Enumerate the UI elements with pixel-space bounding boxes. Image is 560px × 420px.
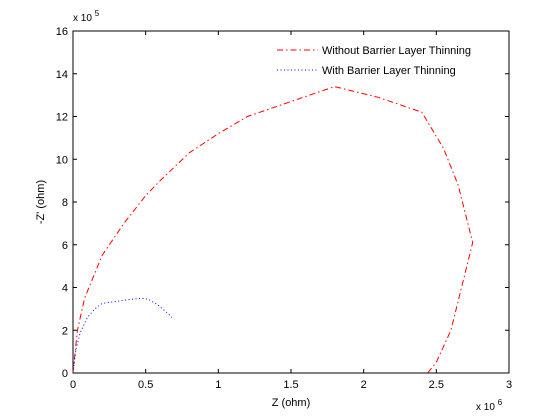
x-exponent-power: 6 (498, 398, 503, 407)
y-tick-label: 6 (62, 240, 68, 252)
y-axis-label: -Z' (ohm) (35, 180, 47, 224)
y-tick-label: 4 (62, 283, 68, 295)
x-axis-label: Z (ohm) (272, 397, 311, 409)
x-tick-label: 2 (361, 379, 367, 391)
y-tick-label: 0 (62, 368, 68, 380)
x-tick-label: 0 (70, 379, 76, 391)
y-exponent-power: 5 (95, 9, 100, 18)
x-tick-label: 1 (215, 379, 221, 391)
y-tick-label: 16 (56, 26, 68, 38)
y-tick-label: 12 (56, 112, 68, 124)
y-exponent-label: x 10 5 (73, 9, 100, 24)
x-tick-label: 3 (506, 379, 512, 391)
plot-area (72, 30, 510, 374)
y-tick-label: 14 (56, 69, 68, 81)
legend-label-without-thinning: Without Barrier Layer Thinning (322, 45, 471, 57)
legend: Without Barrier Layer Thinning With Barr… (277, 45, 471, 77)
y-tick-label: 10 (56, 154, 68, 166)
y-tick-label: 8 (62, 197, 68, 209)
legend-label-with-thinning: With Barrier Layer Thinning (322, 65, 456, 77)
y-exponent-base: x 10 (73, 13, 92, 24)
x-exponent-base: x 10 (476, 402, 495, 413)
series-lines (72, 86, 474, 374)
x-exponent-label: x 10 6 (476, 398, 503, 413)
y-tick-label: 2 (62, 325, 68, 337)
series-line-without-thinning (72, 86, 474, 374)
x-tick-label: 2.5 (429, 379, 444, 391)
x-tick-label: 0.5 (138, 379, 153, 391)
x-tick-label: 1.5 (283, 379, 298, 391)
axis-ticks: 0 0.5 1 1.5 2 2.5 3 0 2 4 6 8 10 12 14 16 (56, 26, 512, 391)
